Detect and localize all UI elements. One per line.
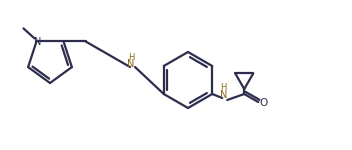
Text: O: O	[259, 98, 268, 108]
Text: N: N	[127, 59, 135, 69]
Text: H: H	[220, 84, 226, 93]
Text: H: H	[128, 52, 134, 62]
Text: N: N	[220, 90, 227, 100]
Text: N: N	[34, 37, 41, 47]
